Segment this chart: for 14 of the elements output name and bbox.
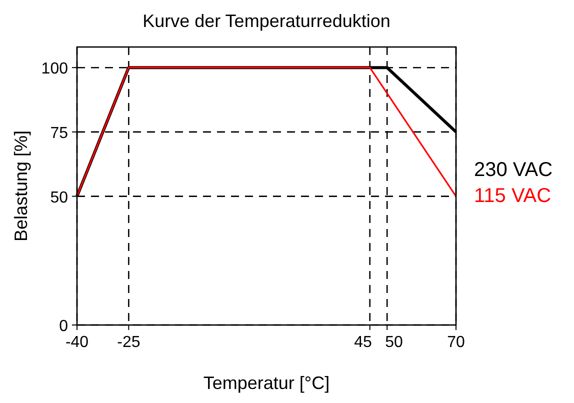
series-label: 230 VAC	[474, 159, 553, 181]
x-axis-title: Temperatur [°C]	[203, 373, 330, 393]
x-tick-label: -40	[65, 334, 89, 351]
x-tick-label: -25	[117, 334, 140, 351]
y-tick-label: 75	[50, 124, 68, 142]
y-tick-label: 0	[59, 318, 68, 335]
series-label: 115 VAC	[474, 185, 552, 207]
y-tick-label: 50	[50, 189, 68, 206]
x-tick-label: 50	[385, 334, 403, 351]
x-tick-label: 45	[354, 334, 372, 351]
y-axis-title: Belastung [%]	[11, 130, 31, 242]
x-tick-label: 70	[447, 334, 465, 351]
chart-title: Kurve der Temperaturreduktion	[142, 11, 390, 31]
y-tick-label: 100	[41, 60, 68, 78]
